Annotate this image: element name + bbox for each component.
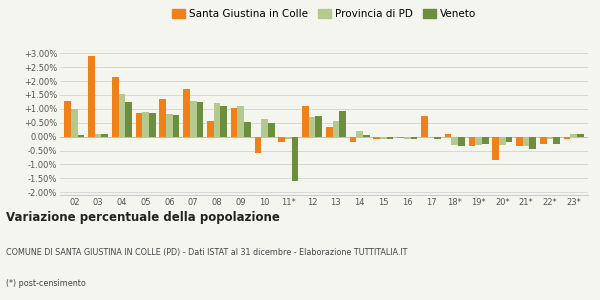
Bar [475, 137, 482, 145]
Bar [397, 137, 404, 138]
Bar [142, 112, 149, 137]
Bar [112, 77, 119, 137]
Bar [302, 106, 309, 137]
Bar [254, 137, 261, 153]
Text: (*) post-censimento: (*) post-censimento [6, 279, 86, 288]
Bar [564, 137, 571, 140]
Bar [88, 56, 95, 137]
Bar [197, 102, 203, 137]
Bar [547, 137, 553, 140]
Bar [190, 100, 197, 137]
Bar [356, 131, 363, 137]
Bar [309, 117, 316, 137]
Bar [160, 99, 166, 137]
Bar [410, 137, 417, 140]
Bar [373, 137, 380, 140]
Bar [207, 122, 214, 137]
Bar [363, 135, 370, 137]
Bar [339, 111, 346, 137]
Bar [404, 137, 410, 140]
Bar [220, 106, 227, 137]
Bar [540, 137, 547, 144]
Bar [95, 134, 101, 137]
Bar [149, 113, 155, 137]
Bar [101, 134, 108, 137]
Bar [238, 106, 244, 137]
Bar [451, 137, 458, 145]
Bar [553, 137, 560, 144]
Bar [261, 118, 268, 137]
Legend: Santa Giustina in Colle, Provincia di PD, Veneto: Santa Giustina in Colle, Provincia di PD… [168, 5, 480, 23]
Bar [428, 137, 434, 138]
Bar [64, 100, 71, 137]
Bar [445, 134, 451, 137]
Text: Variazione percentuale della popolazione: Variazione percentuale della popolazione [6, 212, 280, 224]
Bar [493, 137, 499, 160]
Bar [183, 89, 190, 137]
Bar [577, 134, 584, 137]
Bar [119, 94, 125, 137]
Bar [231, 107, 238, 137]
Bar [268, 123, 275, 137]
Bar [350, 137, 356, 142]
Text: COMUNE DI SANTA GIUSTINA IN COLLE (PD) - Dati ISTAT al 31 dicembre - Elaborazion: COMUNE DI SANTA GIUSTINA IN COLLE (PD) -… [6, 248, 407, 256]
Bar [499, 137, 506, 145]
Bar [326, 127, 332, 137]
Bar [434, 137, 441, 139]
Bar [125, 102, 132, 137]
Bar [421, 116, 428, 137]
Bar [77, 135, 84, 137]
Bar [387, 137, 394, 140]
Bar [332, 122, 339, 137]
Bar [173, 115, 179, 137]
Bar [244, 122, 251, 137]
Bar [523, 137, 529, 146]
Bar [278, 137, 285, 142]
Bar [516, 137, 523, 146]
Bar [458, 137, 465, 146]
Bar [292, 137, 298, 181]
Bar [71, 109, 77, 137]
Bar [469, 137, 475, 146]
Bar [166, 114, 173, 137]
Bar [285, 137, 292, 140]
Bar [380, 137, 387, 140]
Bar [529, 137, 536, 149]
Bar [136, 113, 142, 137]
Bar [571, 134, 577, 137]
Bar [316, 116, 322, 137]
Bar [214, 103, 220, 137]
Bar [506, 137, 512, 142]
Bar [482, 137, 488, 144]
